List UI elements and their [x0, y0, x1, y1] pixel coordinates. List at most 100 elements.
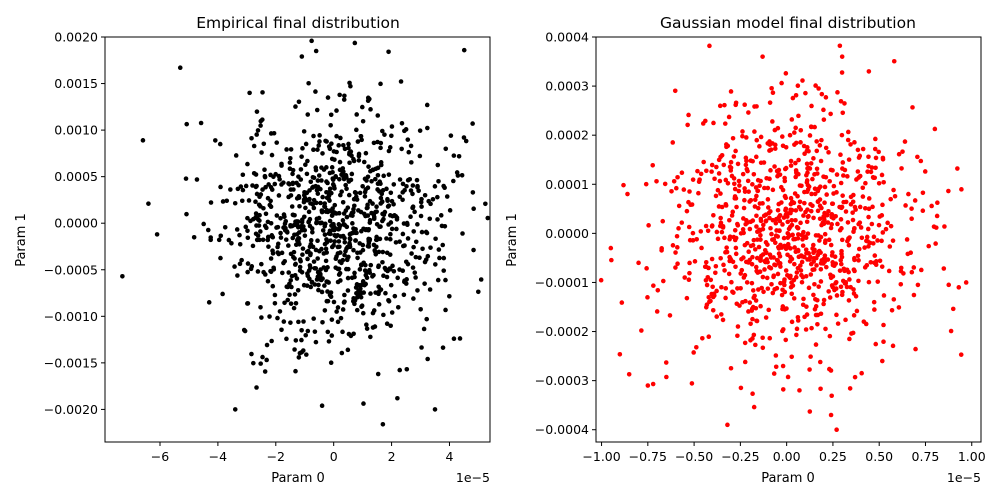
data-point [713, 263, 719, 269]
data-point [354, 112, 360, 117]
data-point [841, 199, 846, 205]
y-tick-label: 0.0015 [54, 76, 98, 91]
data-point [318, 220, 323, 226]
data-point [391, 268, 397, 274]
data-point [608, 245, 614, 251]
data-point [875, 238, 880, 243]
data-point [856, 278, 861, 284]
data-point [387, 252, 393, 257]
data-point [740, 227, 746, 232]
data-point [824, 264, 829, 270]
data-point [346, 244, 351, 249]
data-point [411, 296, 416, 301]
data-point [744, 280, 750, 285]
data-point [934, 213, 940, 219]
data-point [405, 236, 411, 241]
data-point [297, 257, 303, 262]
data-point [305, 112, 311, 117]
data-point [804, 178, 810, 183]
data-point [847, 336, 852, 342]
data-point [858, 225, 864, 230]
data-point [802, 189, 807, 195]
data-point [639, 328, 644, 333]
data-point [762, 267, 767, 272]
data-point [852, 140, 857, 145]
data-point [335, 244, 341, 250]
data-point [334, 108, 339, 113]
data-point [793, 168, 799, 173]
data-point [826, 150, 831, 155]
data-point [351, 247, 356, 253]
data-point [886, 268, 892, 274]
data-point [264, 357, 269, 363]
data-point [282, 214, 287, 220]
data-point [285, 284, 290, 290]
data-point [750, 391, 755, 397]
data-point [852, 268, 857, 274]
data-point [461, 47, 467, 53]
data-point [245, 161, 250, 167]
data-point [767, 100, 773, 105]
data-point [436, 247, 442, 252]
x-tick-label: 2 [388, 449, 396, 464]
data-point [737, 303, 742, 308]
data-point [426, 198, 431, 204]
data-point [357, 267, 363, 272]
data-point [340, 257, 346, 263]
data-point [816, 284, 822, 289]
data-point [760, 201, 765, 206]
data-point [272, 181, 278, 187]
data-point [291, 187, 296, 192]
data-point [866, 154, 871, 160]
y-tick-label: 0.0002 [545, 128, 589, 143]
data-point [850, 217, 856, 223]
data-point [374, 244, 379, 250]
data-point [621, 182, 626, 188]
data-point [424, 316, 430, 322]
data-point [808, 208, 814, 214]
data-point [301, 129, 307, 134]
data-point [436, 179, 441, 184]
x-tick-label: −0.25 [721, 449, 759, 464]
data-point [783, 165, 789, 171]
data-point [687, 270, 692, 276]
data-point [245, 228, 250, 234]
data-point [311, 133, 316, 139]
data-point [222, 224, 228, 230]
data-point [830, 260, 835, 265]
data-point [259, 150, 264, 155]
data-point [797, 199, 803, 205]
data-point [935, 200, 940, 206]
data-point [775, 258, 781, 264]
data-point [349, 171, 355, 177]
data-point [736, 188, 742, 194]
data-point [871, 175, 876, 180]
data-point [712, 176, 717, 182]
data-point [297, 203, 302, 209]
data-point [336, 210, 342, 216]
data-point [789, 117, 795, 122]
data-point [418, 306, 423, 312]
data-point [834, 293, 840, 298]
data-point [898, 268, 904, 274]
data-point [852, 257, 857, 263]
data-point [860, 185, 866, 191]
data-point [278, 216, 283, 221]
data-point [785, 252, 790, 258]
data-point [697, 177, 702, 182]
data-point [817, 238, 822, 243]
data-point [871, 241, 876, 246]
data-point [378, 224, 383, 229]
data-point [899, 166, 904, 171]
data-point [376, 249, 382, 255]
data-point [345, 347, 351, 353]
data-point [783, 212, 789, 217]
data-point [854, 308, 860, 314]
data-point [823, 145, 829, 151]
data-point [369, 178, 374, 184]
data-point [770, 119, 775, 124]
data-point [410, 205, 416, 210]
data-point [840, 110, 846, 116]
data-point [327, 218, 333, 224]
data-point [336, 266, 342, 272]
